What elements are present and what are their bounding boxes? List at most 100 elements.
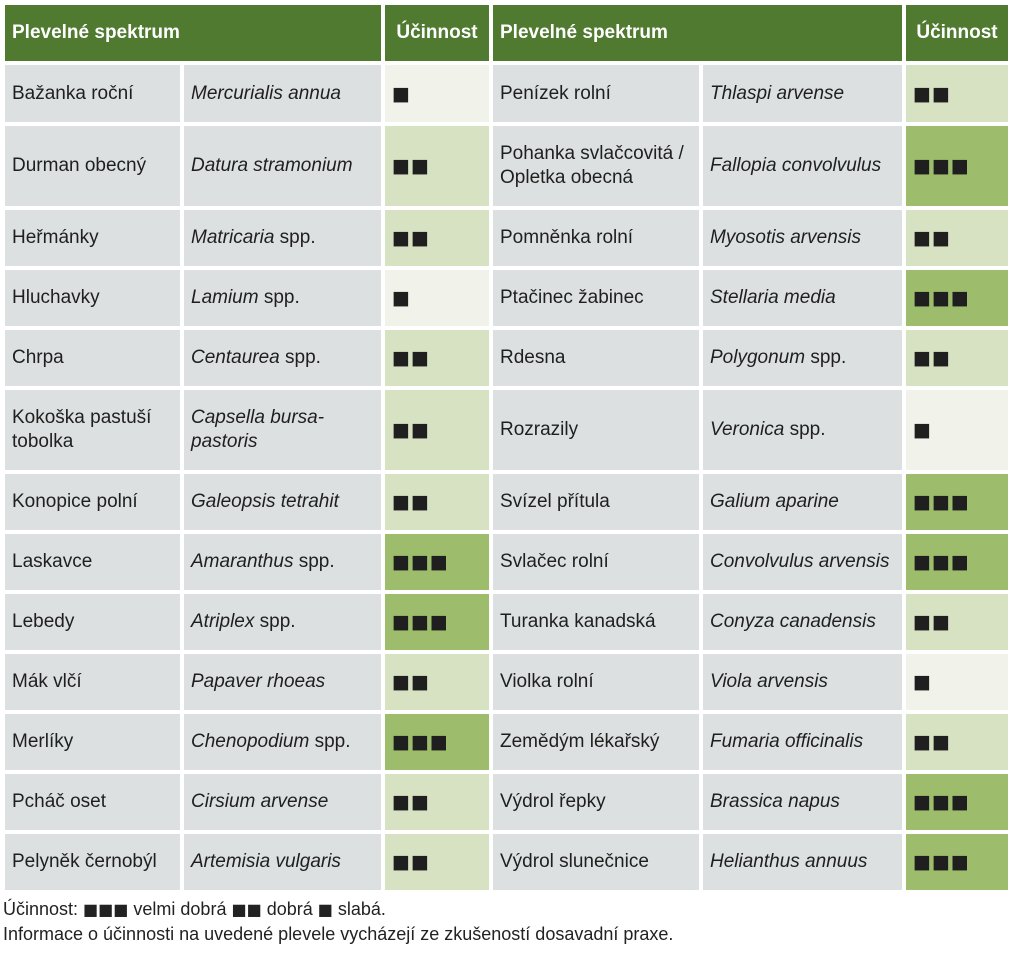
latin-genus-species: Helianthus annuus	[710, 851, 868, 872]
weed-common-name: Ptačinec žabinec	[493, 270, 699, 326]
efficacy-rating: ■■	[385, 474, 489, 530]
latin-suffix: spp.	[805, 347, 847, 368]
efficacy-rating: ■■■	[906, 270, 1008, 326]
weed-latin-name: Galeopsis tetrahit	[184, 474, 381, 530]
efficacy-rating: ■■	[385, 390, 489, 470]
weed-common-name: Heřmánky	[5, 210, 180, 266]
weed-common-name: Hluchavky	[5, 270, 180, 326]
efficacy-rating: ■	[906, 390, 1008, 470]
weed-common-name: Bažanka roční	[5, 65, 180, 122]
weed-common-name: Konopice polní	[5, 474, 180, 530]
latin-suffix: spp.	[254, 611, 296, 632]
weed-latin-name: Matricaria spp.	[184, 210, 381, 266]
latin-suffix: spp.	[293, 551, 335, 572]
table-row: Heřmánky Matricaria spp. ■■ Pomněnka rolní M…	[5, 210, 1008, 266]
weed-common-name: Pohanka svlačcovitá / Opletka obecná	[493, 126, 699, 206]
table-row: Pcháč oset Cirsium arvense ■■ Výdrol řepky B…	[5, 774, 1008, 830]
latin-genus-species: Conyza canadensis	[710, 611, 876, 632]
efficacy-note: Informace o účinnosti na uvedené plevele…	[3, 924, 674, 944]
table-row: Konopice polní Galeopsis tetrahit ■■ Svízel…	[5, 474, 1008, 530]
table-row: Laskavce Amaranthus spp. ■■■ Svlačec rolní C…	[5, 534, 1008, 590]
legend-weak-label: slabá.	[332, 899, 386, 919]
weed-latin-name: Brassica napus	[703, 774, 902, 830]
efficacy-rating: ■■	[906, 330, 1008, 386]
weed-latin-name: Chenopodium spp.	[184, 714, 381, 770]
weed-latin-name: Atriplex spp.	[184, 594, 381, 650]
legend-prefix: Účinnost:	[3, 899, 84, 919]
latin-genus-species: Matricaria	[191, 227, 275, 248]
latin-genus-species: Chenopodium	[191, 731, 310, 752]
header-efficacy-right: Účinnost	[906, 5, 1008, 61]
table-row: Bažanka roční Mercurialis annua ■ Penízek r…	[5, 65, 1008, 122]
latin-genus-species: Lamium	[191, 287, 259, 308]
latin-genus-species: Veronica	[710, 419, 785, 440]
weed-common-name: Lebedy	[5, 594, 180, 650]
efficacy-rating: ■	[385, 270, 489, 326]
efficacy-rating: ■■	[906, 714, 1008, 770]
weed-latin-name: Thlaspi arvense	[703, 65, 902, 122]
efficacy-rating: ■■■	[906, 774, 1008, 830]
efficacy-rating: ■■	[906, 594, 1008, 650]
efficacy-rating: ■■	[385, 126, 489, 206]
weed-latin-name: Datura stramonium	[184, 126, 381, 206]
table-row: Mák vlčí Papaver rhoeas ■■ Violka rolní Viol…	[5, 654, 1008, 710]
latin-genus-species: Brassica napus	[710, 791, 840, 812]
latin-suffix: spp.	[279, 347, 321, 368]
weed-common-name: Kokoška pastuší tobolka	[5, 390, 180, 470]
weed-latin-name: Stellaria media	[703, 270, 902, 326]
efficacy-rating: ■■■	[385, 594, 489, 650]
table-row: Chrpa Centaurea spp. ■■ Rdesna Polygonum spp…	[5, 330, 1008, 386]
efficacy-rating: ■■	[385, 330, 489, 386]
table-footnote: Účinnost: ■■■ velmi dobrá ■■ dobrá ■ sla…	[3, 897, 673, 946]
weed-common-name: Zemědým lékařský	[493, 714, 699, 770]
weed-common-name: Merlíky	[5, 714, 180, 770]
latin-genus-species: Viola arvensis	[710, 671, 828, 692]
latin-genus-species: Atriplex	[191, 611, 255, 632]
weed-latin-name: Convolvulus arvensis	[703, 534, 902, 590]
table-row: Lebedy Atriplex spp. ■■■ Turanka kanadská Co…	[5, 594, 1008, 650]
latin-genus-species: Datura stramonium	[191, 155, 353, 176]
efficacy-rating: ■■	[906, 65, 1008, 122]
table-row: Pelyněk černobýl Artemisia vulgaris ■■ Výdr…	[5, 834, 1008, 890]
efficacy-rating: ■■	[385, 834, 489, 890]
weed-latin-name: Galium aparine	[703, 474, 902, 530]
latin-genus-species: Capsella bursa-pastoris	[191, 407, 325, 452]
latin-genus-species: Thlaspi arvense	[710, 82, 845, 104]
header-weed-spectrum-right: Plevelné spektrum	[493, 5, 902, 61]
latin-genus-species: Myosotis arvensis	[710, 227, 861, 248]
weed-common-name: Durman obecný	[5, 126, 180, 206]
weed-efficacy-table: Plevelné spektrum Účinnost Plevelné spek…	[1, 1, 1012, 894]
weed-common-name: Výdrol slunečnice	[493, 834, 699, 890]
weed-latin-name: Cirsium arvense	[184, 774, 381, 830]
latin-genus-species: Polygonum	[710, 347, 806, 368]
weed-common-name: Mák vlčí	[5, 654, 180, 710]
efficacy-rating: ■■	[385, 210, 489, 266]
table-row: Merlíky Chenopodium spp. ■■■ Zemědým lékařs…	[5, 714, 1008, 770]
latin-genus-species: Centaurea	[191, 347, 280, 368]
weed-latin-name: Myosotis arvensis	[703, 210, 902, 266]
efficacy-rating: ■■	[906, 210, 1008, 266]
latin-suffix: spp.	[258, 287, 300, 308]
weed-latin-name: Fumaria officinalis	[703, 714, 902, 770]
efficacy-rating: ■■■	[906, 534, 1008, 590]
weed-common-name: Pelyněk černobýl	[5, 834, 180, 890]
latin-genus-species: Artemisia vulgaris	[191, 851, 341, 872]
weed-latin-name: Artemisia vulgaris	[184, 834, 381, 890]
efficacy-rating: ■	[906, 654, 1008, 710]
legend-very-good-label: velmi dobrá	[128, 899, 232, 919]
table-row: Kokoška pastuší tobolka Capsella bursa-pa…	[5, 390, 1008, 470]
weed-common-name: Pcháč oset	[5, 774, 180, 830]
weed-common-name: Chrpa	[5, 330, 180, 386]
table-row: Hluchavky Lamium spp. ■ Ptačinec žabinec Ste…	[5, 270, 1008, 326]
latin-genus-species: Galium aparine	[710, 491, 839, 512]
weed-latin-name: Lamium spp.	[184, 270, 381, 326]
weed-common-name: Turanka kanadská	[493, 594, 699, 650]
weed-latin-name: Viola arvensis	[703, 654, 902, 710]
legend-weak-squares: ■	[317, 900, 333, 919]
table-header-row: Plevelné spektrum Účinnost Plevelné spek…	[5, 5, 1008, 61]
weed-latin-name: Conyza canadensis	[703, 594, 902, 650]
header-efficacy-left: Účinnost	[385, 5, 489, 61]
latin-suffix: spp.	[309, 731, 351, 752]
latin-genus-species: Convolvulus arvensis	[710, 551, 890, 572]
